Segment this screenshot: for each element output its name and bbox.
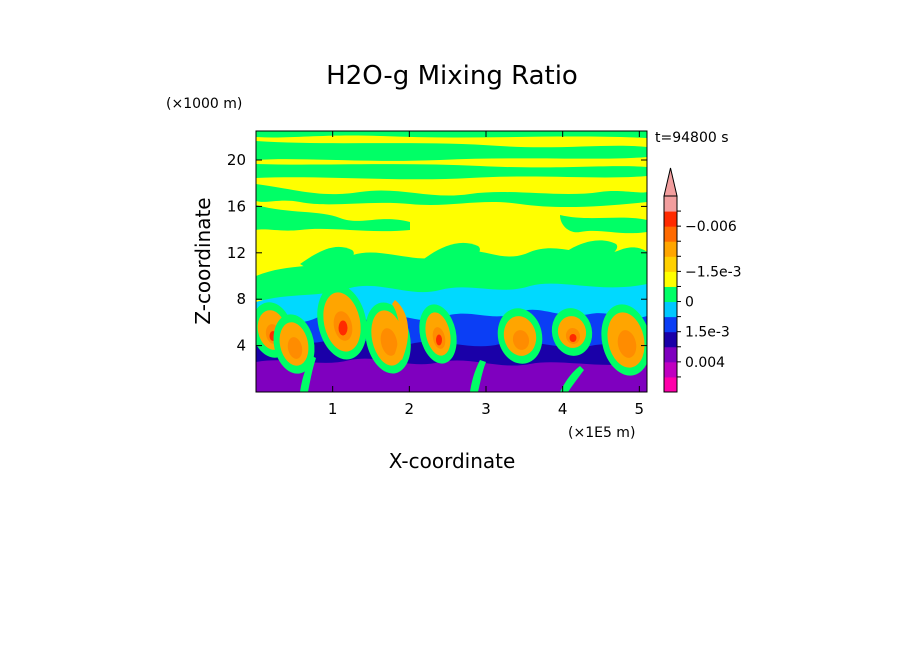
y-tick-label: 8	[236, 290, 246, 308]
colorbar-band	[664, 226, 677, 242]
colorbar-label: 1.5e-3	[685, 325, 730, 341]
mid-green-region	[420, 242, 480, 272]
colorbar-band	[664, 331, 677, 348]
upper-band-region	[256, 205, 410, 232]
x-tick-label: 4	[558, 400, 568, 418]
colorbar-band	[664, 241, 677, 257]
contour-field	[256, 131, 647, 392]
y-tick-label: 16	[227, 197, 246, 215]
x-tick-label: 3	[481, 400, 491, 418]
surface-streak-region	[560, 366, 584, 392]
colorbar-band	[664, 211, 677, 227]
colorbar-band	[664, 301, 677, 318]
upper-band-region	[256, 131, 647, 138]
upper-band-region	[256, 164, 647, 180]
y-tick-label: 12	[227, 244, 246, 262]
colorbar-band	[664, 316, 677, 333]
x-scale-label: (×1E5 m)	[568, 425, 635, 441]
plume-core	[338, 320, 348, 336]
convective-plume	[512, 330, 530, 350]
plot-frame	[255, 130, 648, 393]
colorbar-band	[664, 361, 677, 378]
colorbar: 0.004 1.5e-3 0 −1.5e-3 −0.006	[663, 167, 742, 393]
upper-band-region	[256, 141, 647, 161]
upper-band-region	[256, 184, 647, 208]
x-tick-label: 2	[405, 400, 415, 418]
colorbar-frame	[663, 195, 678, 393]
time-label: t=94800 s	[655, 130, 729, 146]
plot-area	[256, 131, 647, 392]
x-tick-label: 5	[635, 400, 645, 418]
colorbar-band	[664, 271, 677, 287]
surface-streak-region	[470, 360, 486, 392]
colorbar-band	[664, 376, 677, 393]
convective-plume	[380, 328, 398, 356]
plume-core	[569, 334, 577, 342]
plume-core	[436, 334, 442, 346]
colorbar-band	[664, 346, 677, 363]
colorbar-label: 0	[685, 295, 694, 311]
colorbar-band	[664, 196, 677, 212]
convective-plume	[617, 330, 637, 358]
x-tick-label: 1	[328, 400, 338, 418]
y-tick-label: 20	[227, 151, 246, 169]
colorbar-extend-arrow	[663, 167, 678, 197]
y-tick-label: 4	[236, 337, 246, 355]
surface-purple-region	[256, 358, 647, 392]
upper-band-region	[560, 215, 647, 234]
colorbar-band	[664, 286, 677, 303]
colorbar-label: 0.004	[685, 355, 725, 371]
mid-green-region	[300, 246, 354, 276]
colorbar-label: −1.5e-3	[685, 264, 742, 280]
x-axis-label: X-coordinate	[389, 449, 516, 473]
convective-plume	[287, 337, 303, 359]
mid-green-region	[560, 240, 618, 266]
y-scale-label: (×1000 m)	[166, 96, 242, 112]
surface-streak-region	[300, 356, 316, 392]
y-axis-label: Z-coordinate	[191, 197, 215, 324]
convective-plume	[392, 300, 409, 360]
colorbar-label: −0.006	[685, 219, 737, 235]
colorbar-band	[664, 256, 677, 272]
chart-title: H2O-g Mixing Ratio	[326, 61, 578, 91]
